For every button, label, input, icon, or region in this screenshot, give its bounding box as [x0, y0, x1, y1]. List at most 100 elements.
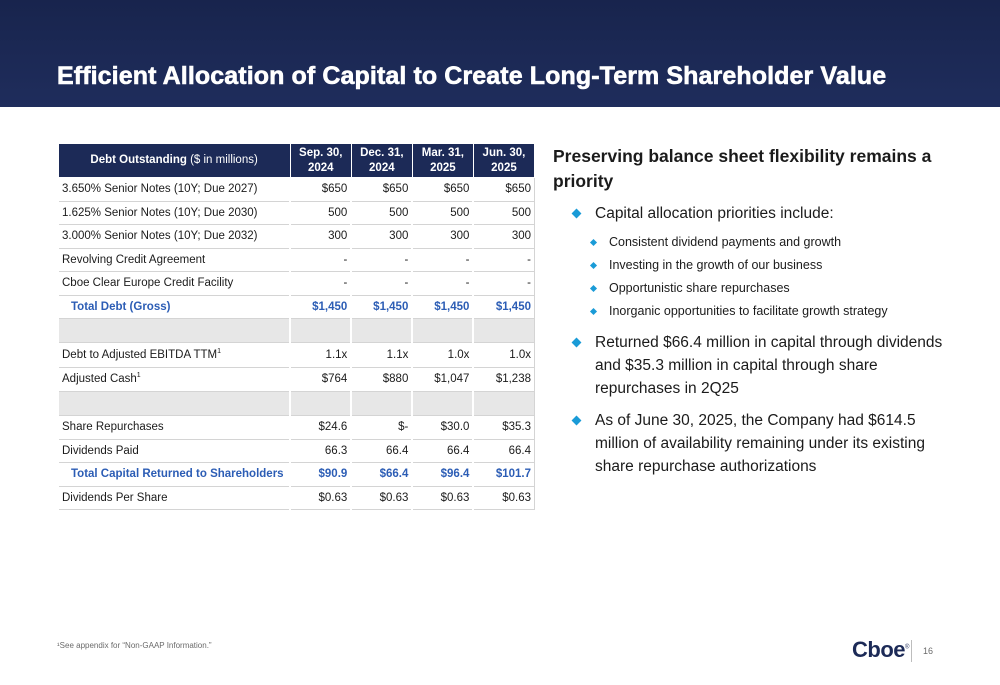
sub-bullet-item: Inorganic opportunities to facilitate gr… [553, 300, 963, 323]
table-row: Revolving Credit Agreement - - - - [56, 248, 535, 272]
header-label-bold: Debt Outstanding [90, 154, 187, 166]
table-row: Debt to Adjusted EBITDA TTM1 1.1x 1.1x 1… [56, 342, 535, 368]
table-row: Dividends Per Share $0.63 $0.63 $0.63 $0… [56, 486, 535, 510]
column-header-dec-2024: Dec. 31, 2024 [350, 143, 413, 178]
table-row: 1.625% Senior Notes (10Y; Due 2030) 500 … [56, 201, 535, 225]
diamond-bullet-icon [589, 261, 598, 270]
bullet-list: Capital allocation priorities include: C… [553, 202, 963, 478]
cell-value: $650 [289, 177, 352, 202]
row-label: Dividends Paid [56, 439, 291, 463]
sub-bullet-item: Consistent dividend payments and growth [553, 231, 963, 254]
spacer-cell [56, 391, 291, 416]
cell-value: $35.3 [472, 415, 535, 440]
row-label: 3.650% Senior Notes (10Y; Due 2027) [56, 177, 291, 202]
slide-title: Efficient Allocation of Capital to Creat… [57, 62, 887, 91]
bullet-text: Capital allocation priorities include: [595, 205, 834, 222]
row-label: Total Debt (Gross) [56, 295, 291, 319]
cell-value: - [350, 248, 413, 272]
bullet-text: As of June 30, 2025, the Company had $61… [595, 412, 925, 475]
cell-value: 66.4 [350, 439, 413, 463]
row-label: Dividends Per Share [56, 486, 291, 510]
spacer-cell [56, 318, 291, 343]
cell-value: $66.4 [350, 462, 413, 487]
bullet-text: Returned $66.4 million in capital throug… [595, 334, 943, 397]
sub-bullet-text: Inorganic opportunities to facilitate gr… [609, 304, 888, 318]
diamond-bullet-icon [589, 284, 598, 293]
total-debt-row: Total Debt (Gross) $1,450 $1,450 $1,450 … [56, 295, 535, 319]
sub-bullet-list: Consistent dividend payments and growth … [553, 231, 963, 323]
cell-value: $1,450 [411, 295, 474, 319]
cell-value: $1,450 [472, 295, 535, 319]
column-header-line2: 2024 [307, 161, 334, 174]
cell-value: $650 [472, 177, 535, 202]
sub-bullet-item: Investing in the growth of our business [553, 254, 963, 277]
cell-value: $1,047 [411, 367, 474, 392]
debt-table: Debt Outstanding ($ in millions) Sep. 30… [56, 143, 536, 510]
cell-value: $880 [350, 367, 413, 392]
table-row: Cboe Clear Europe Credit Facility - - - … [56, 271, 535, 296]
column-header-mar-2025: Mar. 31, 2025 [411, 143, 474, 178]
diamond-bullet-icon [571, 337, 582, 348]
sub-bullet-group: Consistent dividend payments and growth … [553, 231, 963, 323]
bullet-item: Returned $66.4 million in capital throug… [553, 331, 963, 400]
header-label-unit: ($ in millions) [186, 154, 258, 166]
commentary-panel: Preserving balance sheet flexibility rem… [553, 144, 963, 478]
cell-value: $24.6 [289, 415, 352, 440]
cell-value: - [289, 248, 352, 272]
cell-value: $1,238 [472, 367, 535, 392]
row-label: 3.000% Senior Notes (10Y; Due 2032) [56, 224, 291, 249]
cell-value: - [472, 248, 535, 272]
spacer-row [56, 318, 535, 343]
table-row: Share Repurchases $24.6 $- $30.0 $35.3 [56, 415, 535, 440]
cell-value: $101.7 [472, 462, 535, 487]
column-header-sep-2024: Sep. 30, 2024 [289, 143, 352, 178]
diamond-bullet-icon [571, 415, 582, 426]
spacer-cell [289, 318, 352, 343]
cell-value: $650 [411, 177, 474, 202]
row-label: Share Repurchases [56, 415, 291, 440]
registered-mark: ® [905, 644, 909, 651]
cell-value: 300 [472, 224, 535, 249]
table-header-label: Debt Outstanding ($ in millions) [57, 143, 291, 178]
row-label: 1.625% Senior Notes (10Y; Due 2030) [56, 201, 291, 225]
cell-value: 66.4 [472, 439, 535, 463]
column-header-line2: 2024 [369, 161, 395, 174]
cell-value: $650 [350, 177, 413, 202]
cell-value: - [289, 271, 352, 296]
cell-value: $1,450 [289, 295, 352, 319]
diamond-bullet-icon [571, 208, 582, 219]
cell-value: - [411, 248, 474, 272]
cell-value: 66.4 [411, 439, 474, 463]
column-header-line1: Mar. 31, [421, 146, 464, 159]
cell-value: $1,450 [350, 295, 413, 319]
column-header-line2: 2025 [430, 161, 456, 174]
page-number: 16 [923, 646, 934, 656]
cell-value: 500 [411, 201, 474, 225]
row-label: Revolving Credit Agreement [56, 248, 291, 272]
cell-value: 300 [350, 224, 413, 249]
cell-value: 500 [350, 201, 413, 225]
row-label: Total Capital Returned to Shareholders [56, 462, 291, 487]
cell-value: $0.63 [289, 486, 352, 510]
cell-value: $0.63 [350, 486, 413, 510]
spacer-cell [472, 391, 535, 416]
cell-value: - [472, 271, 535, 296]
table-row: Adjusted Cash1 $764 $880 $1,047 $1,238 [56, 367, 535, 392]
cboe-logo: Cboe® [852, 637, 909, 663]
table-header-row: Debt Outstanding ($ in millions) Sep. 30… [57, 143, 536, 178]
table-row: 3.650% Senior Notes (10Y; Due 2027) $650… [56, 177, 535, 202]
cell-value: $0.63 [472, 486, 535, 510]
logo-text: Cboe [852, 637, 906, 662]
cell-value: $96.4 [411, 462, 474, 487]
row-label-text: Debt to Adjusted EBITDA TTM [62, 348, 218, 361]
spacer-row [56, 391, 535, 416]
column-header-line2: 2025 [491, 161, 517, 174]
row-label: Debt to Adjusted EBITDA TTM1 [56, 342, 291, 368]
spacer-cell [350, 318, 413, 343]
total-capital-returned-row: Total Capital Returned to Shareholders $… [56, 462, 535, 487]
diamond-bullet-icon [589, 307, 598, 316]
cell-value: $764 [289, 367, 352, 392]
title-banner: Efficient Allocation of Capital to Creat… [0, 0, 1000, 107]
spacer-cell [411, 391, 474, 416]
column-header-jun-2025: Jun. 30, 2025 [472, 143, 536, 178]
